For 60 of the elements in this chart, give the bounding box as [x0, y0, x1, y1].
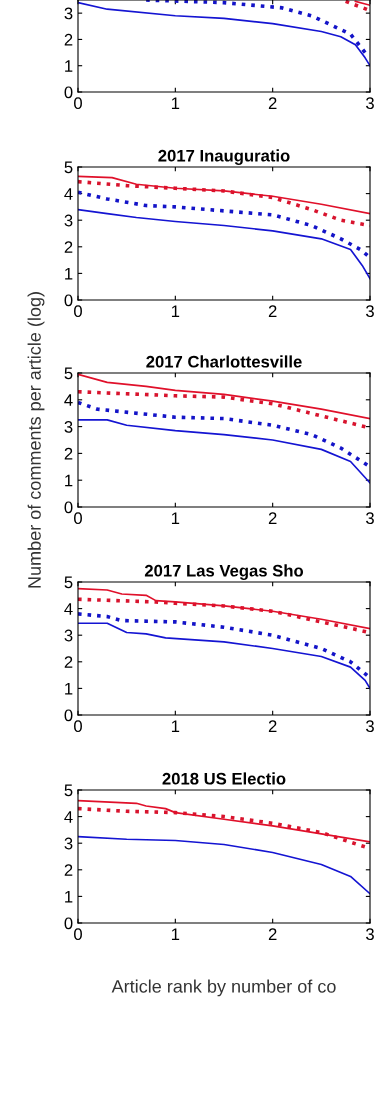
y-tick-label: 2: [64, 241, 73, 253]
y-tick-label: 1: [65, 267, 73, 280]
y-tick-label: 0: [64, 294, 73, 307]
y-tick-label: 4: [64, 188, 73, 200]
x-tick-label: 0: [74, 512, 82, 525]
y-tick-label: 3: [64, 7, 73, 20]
line-series: [78, 208, 370, 280]
y-tick-label: 3: [64, 837, 73, 850]
chart-title: 2017 Inauguratio: [158, 149, 290, 165]
x-tick-label: 2: [268, 720, 277, 732]
y-tick-label: 2: [64, 447, 73, 460]
x-tick-label: 1: [171, 97, 180, 109]
chart-title: 2017 Las Vegas Sho: [144, 564, 304, 580]
x-axis-title: Article rank by number of co: [111, 979, 336, 997]
x-tick-label: 3: [366, 928, 374, 941]
y-tick-label: 0: [64, 86, 73, 99]
y-tick-label: 0: [64, 501, 73, 514]
x-tick-label: 2: [268, 512, 277, 524]
x-tick-label: 1: [171, 720, 180, 732]
y-tick-label: 4: [64, 603, 73, 615]
x-tick-label: 3: [366, 305, 374, 318]
y-tick-label: 4: [64, 811, 73, 823]
y-axis-title: Number of comments per article (log): [27, 292, 45, 588]
y-tick-label: 1: [65, 474, 73, 487]
y-tick-label: 4: [64, 394, 73, 406]
y-tick-label: 1: [65, 682, 73, 695]
chart-title: 2018 US Electio: [162, 772, 286, 785]
x-tick-label: 3: [366, 97, 374, 110]
y-tick-label: 5: [64, 367, 73, 380]
x-tick-label: 2: [268, 97, 277, 109]
x-tick-label: 1: [171, 928, 180, 940]
line-series: [78, 622, 370, 690]
y-tick-label: 3: [64, 421, 73, 433]
x-tick-label: 0: [74, 928, 82, 941]
y-tick-label: 3: [64, 214, 73, 227]
y-tick-label: 0: [64, 917, 73, 930]
y-tick-label: 1: [65, 60, 73, 72]
y-tick-label: 0: [64, 709, 73, 722]
chart-title: 2017 Charlottesville: [146, 355, 302, 368]
y-tick-label: 5: [64, 161, 73, 174]
y-tick-label: 1: [65, 890, 73, 903]
line-series: [78, 419, 370, 484]
y-tick-label: 5: [64, 576, 73, 589]
x-tick-label: 3: [366, 512, 374, 525]
line-series: [78, 835, 370, 895]
x-tick-label: 0: [74, 305, 82, 318]
y-tick-label: 2: [64, 656, 73, 668]
x-tick-label: 0: [74, 720, 82, 733]
x-tick-label: 3: [366, 720, 374, 733]
y-tick-label: 5: [64, 784, 73, 797]
x-tick-label: 0: [74, 97, 82, 110]
line-series: [78, 587, 370, 630]
x-tick-label: 2: [268, 928, 277, 940]
y-tick-label: 3: [64, 629, 73, 642]
line-series: [78, 400, 370, 469]
x-tick-label: 1: [171, 512, 180, 524]
x-tick-label: 2: [268, 305, 277, 317]
y-tick-label: 2: [64, 864, 73, 876]
y-tick-label: 2: [64, 33, 73, 46]
x-tick-label: 1: [171, 305, 180, 317]
